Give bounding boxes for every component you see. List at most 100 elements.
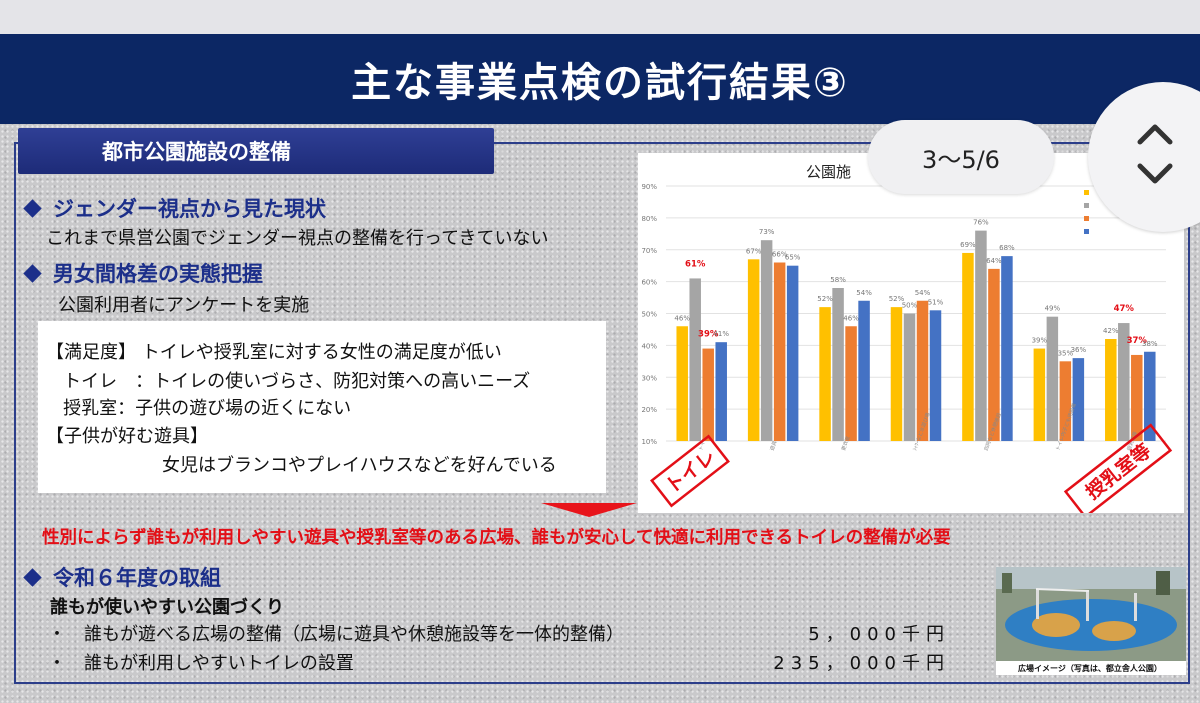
bar: [858, 300, 870, 441]
data-label: 39%: [1032, 337, 1048, 345]
y-tick-label: 60%: [641, 279, 657, 287]
bar: [1059, 361, 1072, 441]
bar: [1118, 323, 1130, 441]
survey-chart: 公園施 10% 20% 30% 40% 50% 60% 70% 80% 90% 46% 61% 39% 4…: [638, 153, 1184, 519]
chart-title: 公園施: [806, 163, 851, 181]
data-label: 68%: [999, 244, 1015, 252]
data-label: 58%: [830, 276, 846, 284]
stamp-nursing-room-border: [1063, 423, 1173, 519]
playground-illustration: [996, 567, 1186, 661]
chevron-up-down-icon: [1137, 124, 1173, 184]
y-tick-label: 70%: [641, 247, 657, 255]
bar: [760, 240, 773, 441]
bar: [747, 259, 760, 441]
survey-line: トイレ ：トイレの使いづらさ、防犯対策への高いニーズ: [46, 371, 531, 392]
survey-line: 【子供が好む遊具】: [46, 426, 208, 447]
initiative-item: ・ 誰もが利用しやすいトイレの設置: [48, 653, 354, 674]
category-label: トイレ: [698, 436, 709, 452]
diamond-bullet-icon: [23, 567, 42, 587]
heading-gender-gap: 男女間格差の実態把握: [23, 258, 263, 288]
data-label: 54%: [856, 289, 872, 297]
park-photo: 広場イメージ（写真は、都立舎人公園）: [996, 567, 1186, 675]
initiative-subhead: 誰もが使いやすい公園づくり: [50, 597, 284, 618]
bar: [916, 300, 929, 441]
data-label: 41%: [713, 330, 729, 338]
bar: [845, 326, 857, 441]
heading-current-state: ジェンダー視点から見た現状: [23, 193, 326, 223]
initiative-amount: 235，000千円: [773, 653, 950, 674]
down-arrow-icon: [541, 503, 637, 517]
bar: [676, 326, 688, 441]
bar: [1131, 354, 1143, 441]
heading-gap-label: 男女間格差の実態把握: [53, 262, 263, 286]
conclusion-text: 性別によらず誰もが利用しやすい遊具や授乳室等のある広場、誰もが安心して快適に利用…: [42, 528, 951, 548]
bar: [832, 288, 844, 441]
browser-top-strip: [0, 0, 1200, 34]
data-label: 64%: [986, 257, 1002, 265]
section-tab-label: 都市公園施設の整備: [102, 140, 291, 164]
page-indicator: 3〜5/6: [868, 120, 1054, 194]
bar: [1033, 348, 1046, 441]
bar: [1144, 351, 1156, 441]
survey-line: 授乳室：子供の遊び場の近くにない: [46, 398, 352, 419]
bar: [1001, 256, 1013, 441]
data-label: 67%: [746, 247, 762, 255]
data-label: 52%: [817, 295, 833, 303]
survey-text: 公園利用者にアンケートを実施: [58, 295, 310, 316]
survey-results-box: 【満足度】 トイレや授乳室に対する女性の満足度が低い トイレ ：トイレの使いづら…: [38, 321, 606, 493]
y-tick-label: 90%: [641, 183, 657, 191]
survey-line: 女児はブランコやプレイハウスなどを好んでいる: [162, 455, 557, 476]
bar: [702, 348, 714, 441]
y-tick-label: 10%: [641, 438, 657, 446]
data-label: 66%: [772, 251, 788, 259]
y-tick-label: 20%: [641, 406, 657, 414]
bar: [890, 307, 903, 441]
data-label: 46%: [674, 314, 690, 322]
bar: [903, 313, 916, 441]
data-label: 36%: [1071, 346, 1087, 354]
data-label: 76%: [973, 219, 989, 227]
data-label: 47%: [1114, 304, 1135, 314]
y-tick-label: 30%: [641, 374, 657, 382]
data-label: 69%: [960, 241, 976, 249]
current-state-text: これまで県営公園でジェンダー視点の整備を行ってきていない: [46, 228, 549, 249]
data-label: 42%: [1103, 327, 1119, 335]
bar: [1105, 339, 1117, 441]
bar: [1072, 358, 1085, 441]
data-label: 35%: [1058, 349, 1074, 357]
data-label: 73%: [759, 228, 775, 236]
survey-line: 【満足度】 トイレや授乳室に対する女性の満足度が低い: [46, 342, 502, 363]
survey-chart-svg: 公園施10%20%30%40%50%60%70%80%90%46%61%39%4…: [641, 163, 1173, 519]
bar: [962, 252, 974, 441]
photo-caption: 広場イメージ（写真は、都立舎人公園）: [996, 661, 1186, 675]
data-label: 37%: [1127, 336, 1148, 346]
data-label: 61%: [685, 259, 706, 269]
category-label: 遊具: [768, 440, 778, 452]
page-indicator-label: 3〜5/6: [922, 145, 1000, 174]
data-label: 49%: [1045, 305, 1061, 313]
content-frame: [14, 142, 1190, 684]
bar: [819, 307, 831, 441]
data-label: 38%: [1142, 340, 1158, 348]
legend-marker: [1084, 190, 1089, 195]
bar: [689, 278, 701, 441]
bar: [988, 268, 1000, 441]
bar: [773, 262, 786, 441]
heading-r6-initiatives: 令和６年度の取組: [23, 562, 221, 592]
diamond-bullet-icon: [23, 263, 42, 283]
heading-current-label: ジェンダー視点から見た現状: [53, 197, 326, 221]
bar: [975, 230, 987, 441]
data-label: 52%: [889, 295, 905, 303]
bar: [1046, 316, 1059, 441]
bar: [715, 342, 727, 441]
diamond-bullet-icon: [23, 198, 42, 218]
y-tick-label: 40%: [641, 342, 657, 350]
title-banner: 主な事業点検の試行結果③: [0, 34, 1200, 124]
initiative-amount: 5，000千円: [808, 624, 950, 645]
heading-r6-label: 令和６年度の取組: [53, 566, 221, 590]
legend-marker: [1084, 216, 1089, 221]
scroll-nav-button[interactable]: [1088, 82, 1200, 232]
legend-marker: [1084, 203, 1089, 208]
data-label: 54%: [915, 289, 931, 297]
data-label: 50%: [902, 302, 918, 310]
